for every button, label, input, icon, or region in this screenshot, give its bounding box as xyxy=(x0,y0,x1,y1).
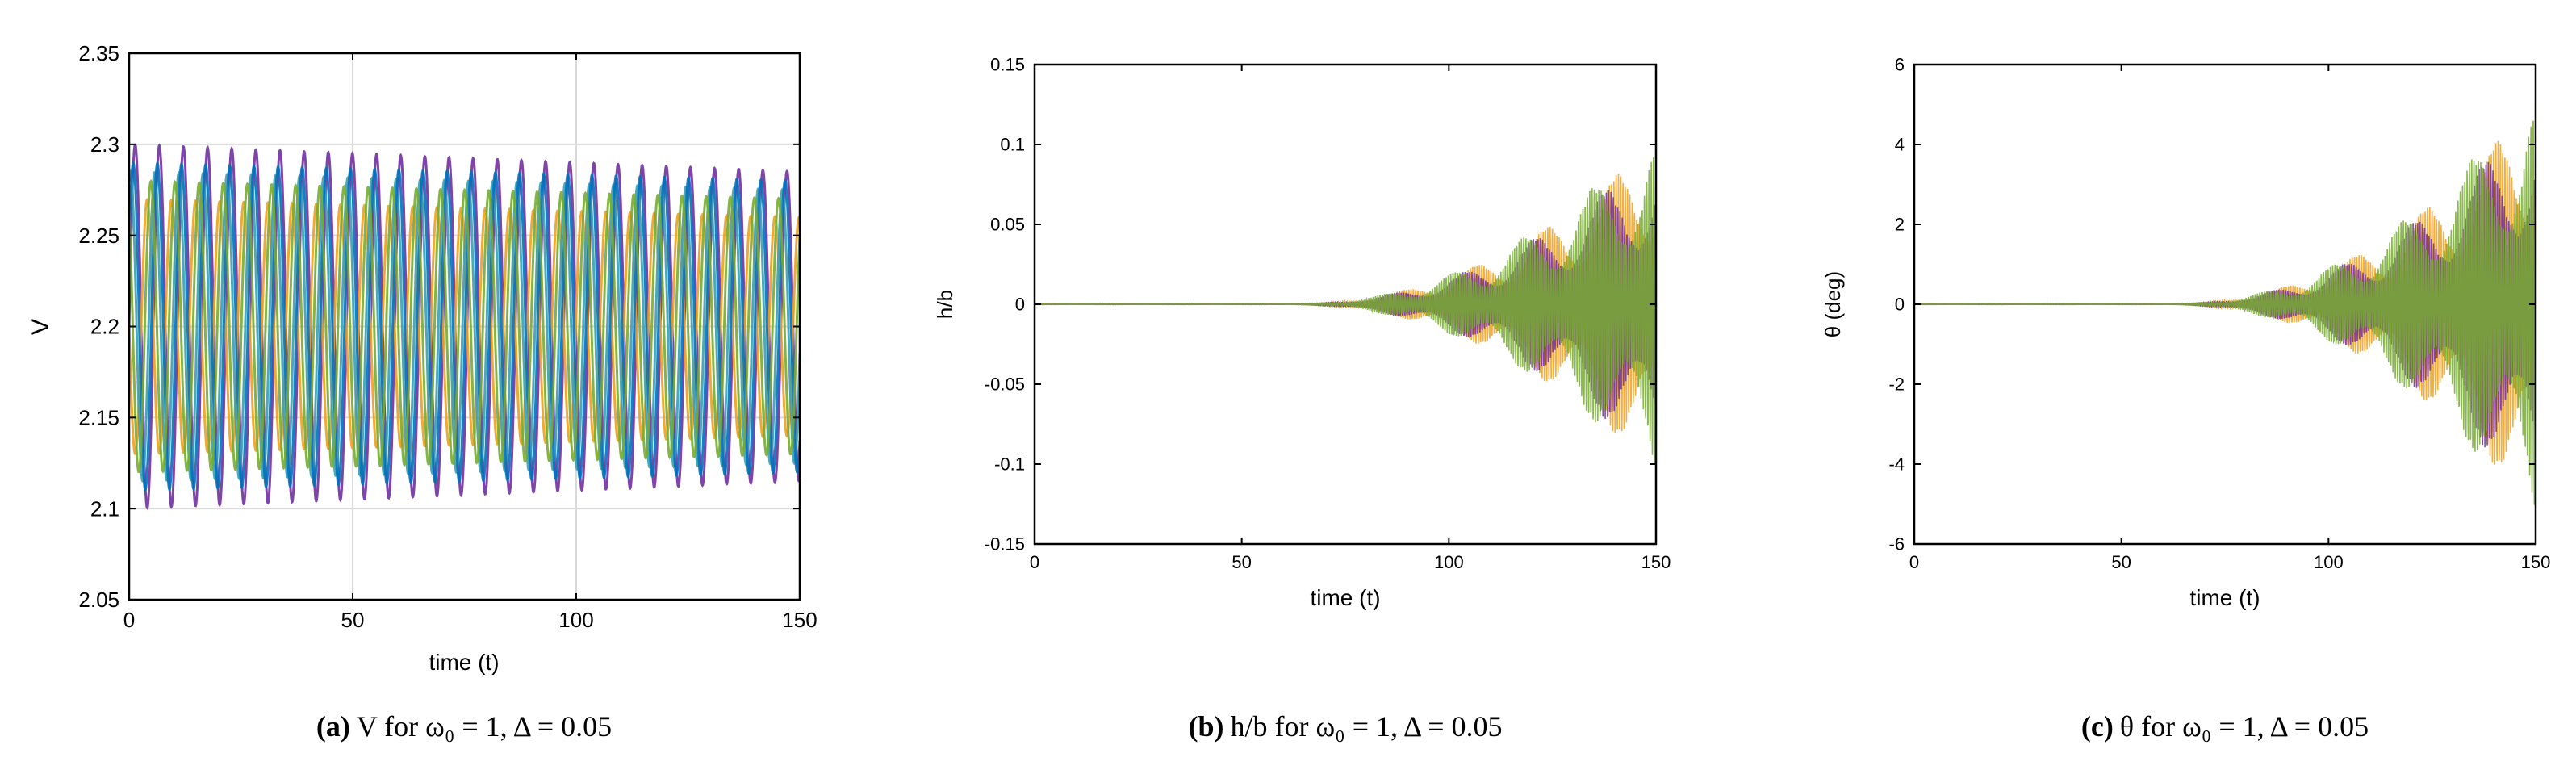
panel-b: 0 50 100 150 -0.15 -0.1 -0.05 0 0.05 0.1 0.15 time… xyxy=(933,55,1671,743)
y-tick-label: 6 xyxy=(1895,55,1905,75)
x-tick-label: 150 xyxy=(1641,552,1671,572)
y-tick-label: 2.25 xyxy=(78,224,119,248)
y-tick-label: -6 xyxy=(1888,534,1905,554)
y-tick-label: 2.15 xyxy=(78,405,119,429)
x-tick-label: 150 xyxy=(2521,552,2551,572)
x-tick-label: 100 xyxy=(558,608,593,632)
y-tick-label: -4 xyxy=(1888,454,1905,475)
y-tick-label: -0.1 xyxy=(994,454,1025,475)
panel-b-ticks: 0 50 100 150 -0.15 -0.1 -0.05 0 0.05 0.1 0.15 xyxy=(985,55,1671,572)
y-tick-label: 2.05 xyxy=(78,588,119,612)
x-tick-label: 50 xyxy=(1232,552,1251,572)
panel-c-caption: (c) θ for ω₀ = 1, Δ = 0.05 xyxy=(2081,710,2369,743)
panel-c-lines xyxy=(1913,102,2536,505)
y-tick-label: 0 xyxy=(1015,295,1025,315)
x-tick-label: 50 xyxy=(2111,552,2131,572)
y-tick-label: 2 xyxy=(1895,215,1905,235)
y-tick-label: -0.15 xyxy=(985,534,1025,554)
y-tick-label: 0.15 xyxy=(990,55,1025,75)
x-tick-label: 0 xyxy=(123,608,135,632)
panel-a: 0 50 100 150 2.05 2.1 2.15 2.2 2.25 2.3 2.35 time … xyxy=(27,41,818,743)
panel-b-lines xyxy=(1034,142,1657,466)
panel-a-caption-label: (a) xyxy=(316,710,350,743)
x-tick-label: 150 xyxy=(782,608,817,632)
y-tick-label: 0 xyxy=(1895,295,1905,315)
y-tick-label: 2.35 xyxy=(78,41,119,65)
y-tick-label: -0.05 xyxy=(985,375,1025,395)
panel-b-ylabel: h/b xyxy=(933,290,957,319)
x-tick-label: 100 xyxy=(1434,552,1464,572)
panel-b-caption-text: h/b for ω₀ = 1, Δ = 0.05 xyxy=(1230,710,1502,743)
series-line xyxy=(1034,142,1657,466)
panel-a-caption-text: V for ω₀ = 1, Δ = 0.05 xyxy=(357,710,612,743)
y-tick-label: 4 xyxy=(1895,135,1905,155)
panel-c-caption-label: (c) xyxy=(2081,710,2114,743)
y-tick-label: 0.1 xyxy=(1000,135,1025,155)
y-tick-label: 2.2 xyxy=(90,315,119,339)
x-tick-label: 50 xyxy=(341,608,365,632)
panel-c: 0 50 100 150 -6 -4 -2 0 2 4 6 time (t) θ (deg) (c)… xyxy=(1821,55,2550,743)
panel-a-ylabel: V xyxy=(27,319,54,335)
y-tick-label: -2 xyxy=(1888,375,1905,395)
panel-c-ticks: 0 50 100 150 -6 -4 -2 0 2 4 6 xyxy=(1888,55,2550,572)
x-tick-label: 0 xyxy=(1030,552,1039,572)
panel-a-caption: (a) V for ω₀ = 1, Δ = 0.05 xyxy=(316,710,612,743)
x-tick-label: 100 xyxy=(2314,552,2344,572)
panel-b-caption: (b) h/b for ω₀ = 1, Δ = 0.05 xyxy=(1188,710,1502,743)
y-tick-label: 2.1 xyxy=(90,496,119,521)
x-tick-label: 0 xyxy=(1909,552,1919,572)
y-tick-label: 2.3 xyxy=(90,132,119,157)
panel-b-xlabel: time (t) xyxy=(1310,585,1380,610)
series-line xyxy=(128,179,801,474)
series-line xyxy=(128,161,801,492)
series-line xyxy=(1913,102,2536,505)
panel-c-ylabel: θ (deg) xyxy=(1821,271,1845,337)
panel-a-lines xyxy=(128,143,801,510)
panel-c-xlabel: time (t) xyxy=(2189,585,2260,610)
panel-b-caption-label: (b) xyxy=(1188,710,1223,743)
panel-c-caption-text: θ for ω₀ = 1, Δ = 0.05 xyxy=(2120,710,2369,743)
panel-a-ticks: 0 50 100 150 2.05 2.1 2.15 2.2 2.25 2.3 2.35 xyxy=(78,41,817,632)
panel-a-xlabel: time (t) xyxy=(429,650,499,675)
y-tick-label: 0.05 xyxy=(990,215,1025,235)
